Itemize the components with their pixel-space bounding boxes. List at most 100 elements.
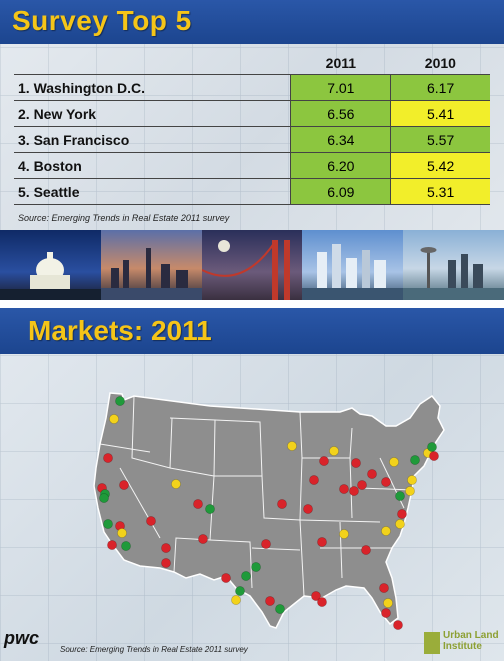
market-marker-red — [397, 509, 407, 519]
market-marker-red — [303, 504, 313, 514]
market-marker-red — [161, 558, 171, 568]
survey-table: 2011 2010 1. Washington D.C. 7.01 6.17 2. N… — [14, 52, 490, 205]
market-marker-yellow — [329, 446, 339, 456]
capitol-dome-icon — [0, 252, 101, 300]
market-marker-red — [119, 480, 129, 490]
us-map-shape — [93, 392, 445, 629]
market-marker-yellow — [109, 414, 119, 424]
skyline-icon — [302, 244, 404, 300]
market-marker-green — [205, 504, 215, 514]
skyline-icon — [100, 248, 202, 300]
title-bar: Markets: 2011 — [0, 308, 504, 354]
state-borders — [99, 395, 413, 597]
table-row: 3. San Francisco 6.34 5.57 — [14, 126, 490, 153]
seattle-photo — [403, 230, 504, 300]
market-marker-yellow — [381, 526, 391, 536]
city-label: 4. Boston — [14, 152, 291, 179]
new-york-photo — [100, 230, 202, 300]
market-marker-green — [103, 519, 113, 529]
uli-logo-mark — [424, 632, 440, 654]
market-marker-red — [381, 608, 391, 618]
market-marker-red — [379, 583, 389, 593]
market-marker-red — [357, 480, 367, 490]
value-2011: 6.56 — [290, 100, 391, 127]
market-marker-green — [241, 571, 251, 581]
market-marker-green — [121, 541, 131, 551]
market-marker-red — [367, 469, 377, 479]
value-2010: 5.42 — [390, 152, 490, 179]
pwc-logo: pwc — [4, 628, 40, 648]
value-2011: 6.34 — [290, 126, 391, 153]
market-marker-yellow — [395, 519, 405, 529]
market-marker-green — [99, 493, 109, 503]
market-marker-green — [115, 396, 125, 406]
boston-photo — [302, 230, 404, 300]
source-note: Source: Emerging Trends in Real Estate 2… — [18, 213, 230, 223]
market-marker-green — [427, 442, 437, 452]
market-marker-yellow — [231, 595, 241, 605]
space-needle-icon — [403, 247, 504, 300]
market-markers — [97, 396, 439, 630]
market-marker-red — [339, 484, 349, 494]
market-marker-green — [410, 455, 420, 465]
market-marker-yellow — [287, 441, 297, 451]
market-marker-red — [265, 596, 275, 606]
table-header: 2011 2010 — [14, 52, 490, 75]
market-marker-red — [361, 545, 371, 555]
market-marker-yellow — [407, 475, 417, 485]
market-marker-red — [317, 537, 327, 547]
markets-slide: Markets: 2011 pwc Source: Emerging Trend… — [0, 308, 504, 661]
table-row: 4. Boston 6.20 5.42 — [14, 152, 490, 179]
value-2011: 6.09 — [290, 178, 391, 205]
market-marker-yellow — [117, 528, 127, 538]
market-marker-red — [319, 456, 329, 466]
market-marker-red — [349, 486, 359, 496]
market-marker-red — [351, 458, 361, 468]
market-marker-yellow — [171, 479, 181, 489]
market-marker-red — [309, 475, 319, 485]
header-2011: 2011 — [325, 55, 357, 71]
uli-line-1: Urban Land — [443, 630, 499, 641]
uli-logo-text: Urban Land Institute — [443, 630, 499, 652]
market-marker-green — [275, 604, 285, 614]
market-marker-red — [381, 477, 391, 487]
city-label: 5. Seattle — [14, 178, 291, 205]
us-markets-map — [93, 392, 445, 630]
market-marker-yellow — [339, 529, 349, 539]
san-francisco-photo — [201, 230, 303, 300]
table-row: 1. Washington D.C. 7.01 6.17 — [14, 74, 490, 101]
market-marker-green — [235, 586, 245, 596]
value-2011: 7.01 — [290, 74, 391, 101]
city-label: 2. New York — [14, 100, 291, 127]
slide-title: Survey Top 5 — [12, 5, 192, 36]
washington-photo — [0, 230, 101, 300]
market-marker-red — [193, 499, 203, 509]
market-marker-red — [317, 597, 327, 607]
market-marker-green — [395, 491, 405, 501]
market-marker-red — [393, 620, 403, 630]
market-marker-red — [146, 516, 156, 526]
survey-slide: Survey Top 5 2011 2010 1. Washington D.C… — [0, 0, 504, 300]
city-label: 1. Washington D.C. — [14, 74, 291, 101]
market-marker-red — [277, 499, 287, 509]
market-marker-red — [261, 539, 271, 549]
table-row: 2. New York 6.56 5.41 — [14, 100, 490, 127]
market-marker-red — [161, 543, 171, 553]
market-marker-red — [311, 591, 321, 601]
market-marker-green — [251, 562, 261, 572]
uli-line-2: Institute — [443, 641, 482, 652]
market-marker-red — [429, 451, 439, 461]
source-note: Source: Emerging Trends in Real Estate 2… — [60, 645, 248, 654]
table-row: 5. Seattle 6.09 5.31 — [14, 178, 490, 205]
city-label: 3. San Francisco — [14, 126, 291, 153]
title-bar: Survey Top 5 — [0, 0, 504, 44]
market-marker-yellow — [389, 457, 399, 467]
slide-title: Markets: 2011 — [28, 315, 212, 346]
value-2010: 5.57 — [390, 126, 490, 153]
value-2011: 6.20 — [290, 152, 391, 179]
market-marker-red — [221, 573, 231, 583]
header-2010: 2010 — [424, 55, 456, 71]
golden-gate-icon — [201, 240, 290, 300]
market-marker-red — [103, 453, 113, 463]
market-marker-yellow — [383, 598, 393, 608]
